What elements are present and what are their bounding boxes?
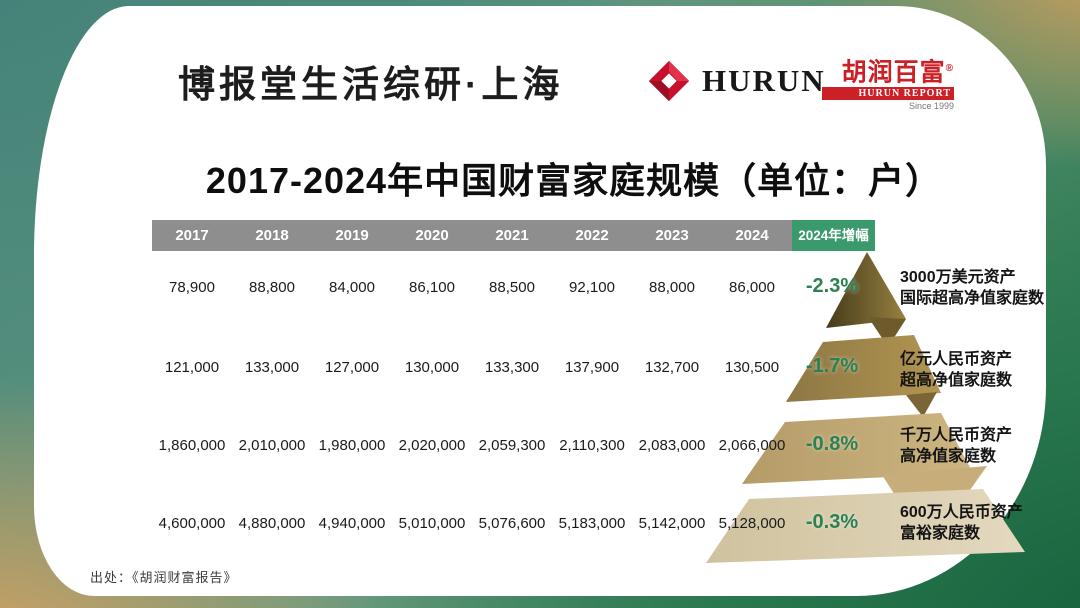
hurun-report-band: HURUN REPORT: [822, 87, 954, 101]
table-cell: 84,000: [329, 279, 375, 296]
pyramid-tier3-shape: [742, 413, 973, 484]
hurun-report-logo: 胡润百富® HURUN REPORT Since 1999: [822, 56, 954, 111]
table-cell: 92,100: [569, 279, 615, 296]
table-cell: 88,800: [249, 279, 295, 296]
table-cell: 4,940,000: [318, 515, 386, 532]
table-cell: 2,083,000: [638, 437, 706, 454]
table-cell: 5,142,000: [638, 515, 706, 532]
growth-value: -0.3%: [805, 511, 859, 533]
column-header-growth: 2024年增幅: [792, 220, 875, 251]
hurun-report-since: Since 1999: [908, 101, 954, 112]
tier-label-line1: 亿元人民币资产: [900, 351, 1013, 368]
table-cell: 88,500: [489, 279, 535, 296]
table-cell: 78,900: [169, 279, 215, 296]
pyramid-tier4-shape: [706, 489, 1025, 563]
table-cell: 88,000: [649, 279, 695, 296]
pyramid-tier2-shape: [786, 335, 941, 402]
table-cell: 2,010,000: [238, 437, 306, 454]
page-title: 2017-2024年中国财富家庭规模（单位：户）: [205, 160, 943, 201]
table-cell: 1,980,000: [318, 437, 386, 454]
hurun-diamond-icon: [648, 60, 690, 102]
tier-label-line1: 600万人民币资产: [900, 504, 1023, 521]
hurun-logo: HURUN: [646, 58, 826, 104]
brand-title: 博报堂生活综研·上海: [178, 64, 564, 105]
table-cell: 5,076,600: [478, 515, 546, 532]
tier-label-line2: 高净值家庭数: [900, 448, 997, 465]
table-cell: 121,000: [164, 359, 220, 376]
table-cell: 1,860,000: [158, 437, 226, 454]
pyramid-tier2-fold: [906, 392, 937, 417]
hurun-logo-text: HURUN: [702, 63, 826, 98]
column-header-5: 2022: [552, 220, 632, 251]
table-cell: 4,880,000: [238, 515, 306, 532]
table-cell: 133,000: [244, 359, 300, 376]
column-header-7: 2024: [712, 220, 792, 251]
table-cell: 130,500: [724, 359, 780, 376]
column-header-3: 2020: [392, 220, 472, 251]
table-cell: 137,900: [564, 359, 620, 376]
column-header-4: 2021: [472, 220, 552, 251]
growth-value: -1.7%: [805, 355, 859, 377]
table-cell: 5,128,000: [718, 515, 786, 532]
tier-label-line2: 超高净值家庭数: [900, 372, 1013, 389]
table-cell: 132,700: [644, 359, 700, 376]
tier-label: 3000万美元资产国际超高净值家庭数: [900, 267, 1080, 309]
table-cell: 2,059,300: [478, 437, 546, 454]
hurun-report-cn: 胡润百富®: [822, 56, 954, 85]
tier-label: 千万人民币资产 高净值家庭数: [900, 425, 1080, 467]
tier-label-line2: 国际超高净值家庭数: [900, 290, 1045, 307]
table-cell: 130,000: [404, 359, 460, 376]
content-card: 博报堂生活综研·上海 HURUN 胡润百富® HURUN REPORT Sinc…: [34, 6, 1046, 596]
growth-value: -2.3%: [805, 275, 859, 297]
column-header-1: 2018: [232, 220, 312, 251]
column-header-0: 2017: [152, 220, 232, 251]
pyramid-tier1-fold: [868, 317, 906, 347]
column-header-6: 2023: [632, 220, 712, 251]
table-cell: 127,000: [324, 359, 380, 376]
table-cell: 2,066,000: [718, 437, 786, 454]
tier-label-line2: 富裕家庭数: [900, 525, 981, 542]
wealth-pyramid: [706, 252, 1025, 563]
table-cell: 5,183,000: [558, 515, 626, 532]
table-cell: 4,600,000: [158, 515, 226, 532]
pyramid-tier3-fold: [882, 466, 987, 495]
hurun-report-cn-text: 胡润百富: [841, 58, 946, 87]
tier-label-line1: 3000万美元资产: [900, 269, 1016, 286]
column-header-2: 2019: [312, 220, 392, 251]
table-cell: 5,010,000: [398, 515, 466, 532]
table-cell: 133,300: [484, 359, 540, 376]
tier-label: 亿元人民币资产 超高净值家庭数: [900, 349, 1080, 391]
table-cell: 86,100: [409, 279, 455, 296]
table-cell: 2,020,000: [398, 437, 466, 454]
source-note: 出处：《胡润财富报告》: [90, 570, 238, 585]
table-cell: 86,000: [729, 279, 775, 296]
growth-value: -0.8%: [805, 433, 859, 455]
table-cell: 2,110,300: [559, 437, 625, 454]
tier-label-line1: 千万人民币资产: [900, 427, 1013, 444]
tier-label: 600万人民币资产 富裕家庭数: [900, 502, 1080, 544]
pyramid-tier1-shape: [826, 252, 906, 328]
registered-mark: ®: [945, 63, 954, 74]
